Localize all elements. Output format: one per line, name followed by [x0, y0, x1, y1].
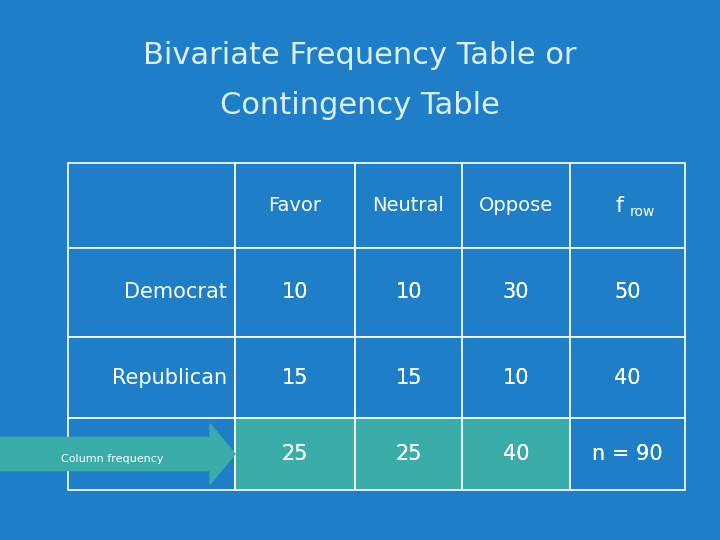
Bar: [570, 337, 685, 418]
Text: 10: 10: [503, 368, 529, 388]
Bar: [570, 418, 685, 490]
Text: 40: 40: [614, 368, 641, 388]
Text: Favor: Favor: [269, 196, 322, 215]
Bar: [235, 418, 355, 490]
Text: 50: 50: [614, 282, 641, 302]
Bar: [355, 248, 462, 337]
Text: 30: 30: [503, 282, 529, 302]
Text: row: row: [629, 205, 655, 219]
Bar: [462, 337, 570, 418]
Bar: [235, 337, 355, 418]
Text: 40: 40: [503, 444, 529, 464]
Bar: [462, 163, 570, 248]
Text: 50: 50: [614, 282, 641, 302]
Bar: [235, 248, 355, 337]
Text: 10: 10: [282, 282, 308, 302]
Text: 10: 10: [503, 368, 529, 388]
Text: n = 90: n = 90: [592, 444, 663, 464]
Bar: [355, 163, 462, 248]
Text: Column frequency: Column frequency: [61, 454, 163, 464]
Text: 25: 25: [282, 444, 308, 464]
Text: Republican: Republican: [112, 368, 227, 388]
Bar: [68, 337, 235, 418]
Text: 25: 25: [395, 444, 422, 464]
Text: 15: 15: [395, 368, 422, 388]
Text: Democrat: Democrat: [124, 282, 227, 302]
Text: Bivariate Frequency Table or: Bivariate Frequency Table or: [143, 40, 577, 70]
Bar: [68, 418, 235, 490]
Bar: [462, 248, 570, 337]
Polygon shape: [0, 424, 235, 484]
Text: 15: 15: [282, 368, 308, 388]
Bar: [570, 248, 685, 337]
Text: 15: 15: [282, 368, 308, 388]
Text: 10: 10: [395, 282, 422, 302]
Text: 15: 15: [395, 368, 422, 388]
Text: 40: 40: [503, 444, 529, 464]
Text: Contingency Table: Contingency Table: [220, 91, 500, 119]
Bar: [235, 163, 355, 248]
Text: 10: 10: [395, 282, 422, 302]
Bar: [462, 418, 570, 490]
Text: f: f: [616, 195, 624, 215]
Text: 30: 30: [503, 282, 529, 302]
Text: 40: 40: [614, 368, 641, 388]
Bar: [68, 248, 235, 337]
Text: n = 90: n = 90: [592, 444, 663, 464]
Text: Oppose: Oppose: [479, 196, 553, 215]
Text: 10: 10: [282, 282, 308, 302]
Bar: [355, 418, 462, 490]
Text: 25: 25: [395, 444, 422, 464]
Text: 25: 25: [282, 444, 308, 464]
Bar: [68, 163, 235, 248]
Bar: [355, 337, 462, 418]
Bar: [570, 163, 685, 248]
Text: Neutral: Neutral: [372, 196, 444, 215]
